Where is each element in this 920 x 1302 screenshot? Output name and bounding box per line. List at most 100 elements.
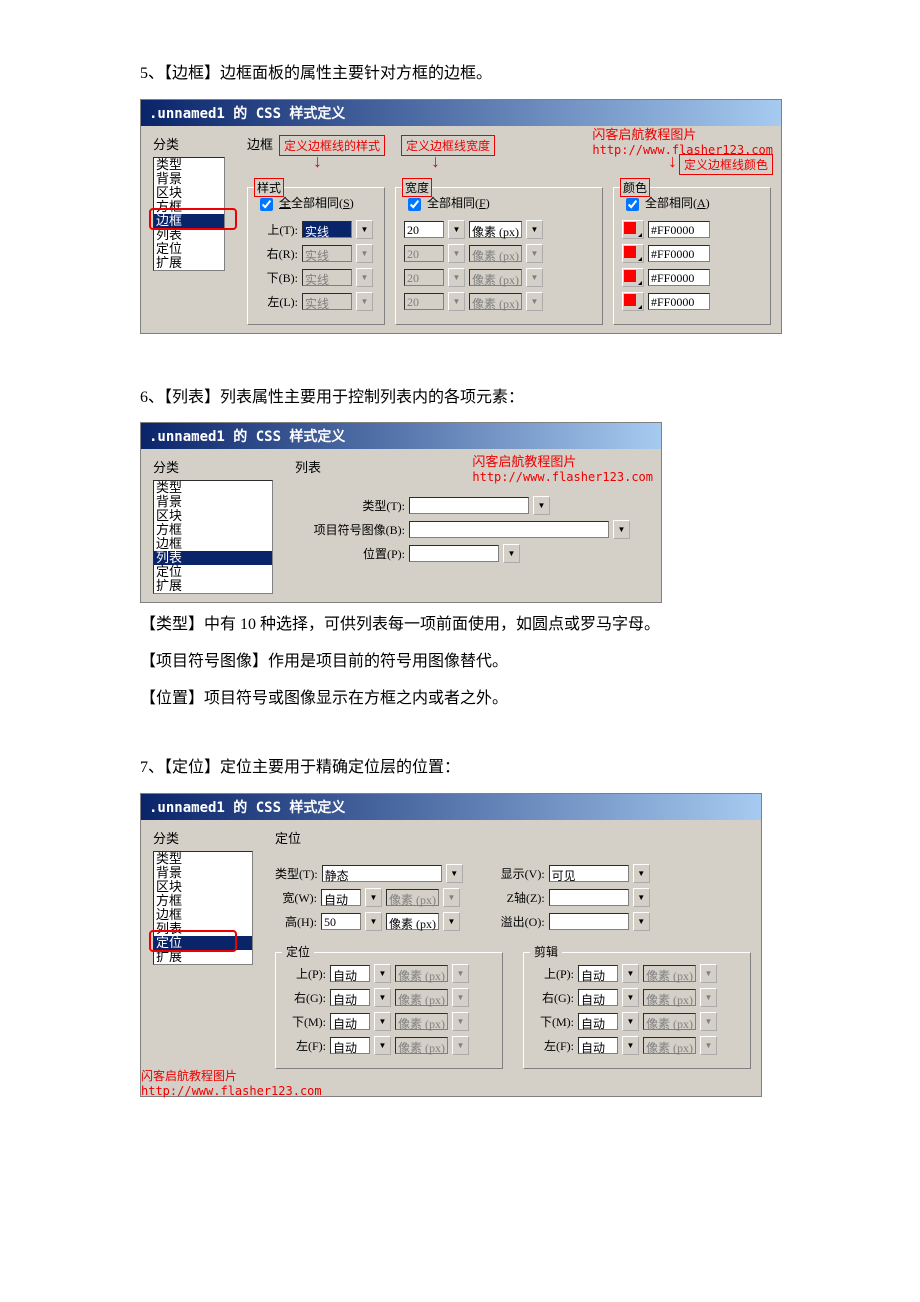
- color-input[interactable]: #FF0000: [648, 245, 710, 262]
- value-select[interactable]: 自动: [330, 1013, 370, 1030]
- same-style-checkbox[interactable]: [260, 198, 273, 211]
- dropdown-icon[interactable]: ▼: [448, 220, 465, 239]
- category-list[interactable]: 类型背景区块方框边框列表定位扩展: [153, 851, 253, 965]
- dropdown-icon[interactable]: ▼: [622, 1036, 639, 1055]
- style-select[interactable]: 实线: [302, 221, 352, 238]
- sidebar-item[interactable]: 扩展: [154, 256, 224, 270]
- sidebar-item[interactable]: 边框: [154, 537, 272, 551]
- sidebar-item[interactable]: 区块: [154, 509, 272, 523]
- sidebar-item[interactable]: 定位: [154, 565, 272, 579]
- sidebar-item[interactable]: 扩展: [154, 579, 272, 593]
- dropdown-icon[interactable]: ▼: [446, 864, 463, 883]
- side-label: 右(R):: [256, 245, 298, 262]
- sidebar-item[interactable]: 区块: [154, 880, 252, 894]
- sidebar-item[interactable]: 类型: [154, 852, 252, 866]
- z-select[interactable]: [549, 889, 629, 906]
- color-input[interactable]: #FF0000: [648, 293, 710, 310]
- dropdown-icon: ▼: [700, 964, 717, 983]
- sidebar-title: 分类: [153, 134, 225, 153]
- dropdown-icon[interactable]: ▼: [613, 520, 630, 539]
- dropdown-icon[interactable]: ▼: [374, 1036, 391, 1055]
- display-select[interactable]: 可见: [549, 865, 629, 882]
- sidebar-item[interactable]: 背景: [154, 495, 272, 509]
- value-select[interactable]: 自动: [330, 1037, 370, 1054]
- sidebar-item[interactable]: 方框: [154, 200, 224, 214]
- dropdown-icon[interactable]: ▼: [374, 1012, 391, 1031]
- dropdown-icon[interactable]: ▼: [633, 864, 650, 883]
- unit-px: 像素 (px): [395, 989, 448, 1006]
- sidebar-item[interactable]: 边框: [154, 214, 224, 228]
- sidebar-item[interactable]: 类型: [154, 158, 224, 172]
- color-input[interactable]: #FF0000: [648, 269, 710, 286]
- color-input[interactable]: #FF0000: [648, 221, 710, 238]
- color-swatch[interactable]: [622, 268, 644, 287]
- position-fieldset: 定位 上(P):自动▼像素 (px)▼右(G):自动▼像素 (px)▼下(M):…: [275, 952, 503, 1069]
- width-input[interactable]: 20: [404, 221, 444, 238]
- dropdown-icon: ▼: [452, 1036, 469, 1055]
- dropdown-icon[interactable]: ▼: [533, 496, 550, 515]
- value-select[interactable]: 自动: [330, 989, 370, 1006]
- anno-style: 定义边框线的样式: [279, 135, 385, 156]
- dropdown-icon[interactable]: ▼: [633, 912, 650, 931]
- type-select[interactable]: 静态: [322, 865, 442, 882]
- width-select[interactable]: 自动: [321, 889, 361, 906]
- sidebar-item[interactable]: 区块: [154, 186, 224, 200]
- dropdown-icon[interactable]: ▼: [622, 988, 639, 1007]
- sidebar-item[interactable]: 定位: [154, 936, 252, 950]
- sidebar-item[interactable]: 边框: [154, 908, 252, 922]
- dropdown-icon[interactable]: ▼: [374, 964, 391, 983]
- dropdown-icon[interactable]: ▼: [374, 988, 391, 1007]
- same-color-checkbox[interactable]: [626, 198, 639, 211]
- dropdown-icon[interactable]: ▼: [503, 544, 520, 563]
- value-select[interactable]: 自动: [578, 965, 618, 982]
- side-label: 上(T):: [256, 221, 298, 238]
- value-select[interactable]: 自动: [578, 1037, 618, 1054]
- sidebar-item[interactable]: 背景: [154, 172, 224, 186]
- unit-px: 像素 (px): [643, 1037, 696, 1054]
- dropdown-icon[interactable]: ▼: [356, 220, 373, 239]
- sidebar-item[interactable]: 列表: [154, 551, 272, 565]
- tab-label: 边框: [247, 134, 273, 153]
- image-select[interactable]: [409, 521, 609, 538]
- color-swatch[interactable]: [622, 292, 644, 311]
- dropdown-icon[interactable]: ▼: [622, 1012, 639, 1031]
- pos-select[interactable]: [409, 545, 499, 562]
- dropdown-icon[interactable]: ▼: [365, 888, 382, 907]
- unit-px[interactable]: 像素 (px): [469, 221, 522, 238]
- type-select[interactable]: [409, 497, 529, 514]
- sidebar-item[interactable]: 类型: [154, 481, 272, 495]
- color-swatch[interactable]: [622, 244, 644, 263]
- anno-width: 定义边框线宽度: [401, 135, 495, 156]
- category-list[interactable]: 类型背景区块方框边框列表定位扩展: [153, 157, 225, 271]
- sidebar-item[interactable]: 背景: [154, 866, 252, 880]
- heading-6: 6、【列表】列表属性主要用于控制列表内的各项元素：: [140, 384, 820, 413]
- sidebar-item[interactable]: 列表: [154, 922, 252, 936]
- color-swatch[interactable]: [622, 220, 644, 239]
- sidebar: 分类 类型背景区块方框边框列表定位扩展: [141, 126, 237, 333]
- dropdown-icon[interactable]: ▼: [633, 888, 650, 907]
- sidebar-item[interactable]: 列表: [154, 228, 224, 242]
- unit-px[interactable]: 像素 (px): [386, 913, 439, 930]
- value-select[interactable]: 自动: [578, 989, 618, 1006]
- sidebar-item[interactable]: 定位: [154, 242, 224, 256]
- clip-fieldset: 剪辑 上(P):自动▼像素 (px)▼右(G):自动▼像素 (px)▼下(M):…: [523, 952, 751, 1069]
- dropdown-icon[interactable]: ▼: [443, 912, 460, 931]
- unit-px: 像素 (px): [469, 293, 522, 310]
- sidebar-item[interactable]: 方框: [154, 894, 252, 908]
- sidebar-item[interactable]: 扩展: [154, 950, 252, 964]
- value-select[interactable]: 自动: [330, 965, 370, 982]
- same-width-checkbox[interactable]: [408, 198, 421, 211]
- overflow-select[interactable]: [549, 913, 629, 930]
- unit-px: 像素 (px): [395, 1013, 448, 1030]
- height-select[interactable]: 50: [321, 913, 361, 930]
- category-list[interactable]: 类型背景区块方框边框列表定位扩展: [153, 480, 273, 594]
- dropdown-icon: ▼: [448, 244, 465, 263]
- dropdown-icon[interactable]: ▼: [365, 912, 382, 931]
- dropdown-icon[interactable]: ▼: [622, 964, 639, 983]
- sidebar-item[interactable]: 方框: [154, 523, 272, 537]
- dropdown-icon[interactable]: ▼: [526, 220, 543, 239]
- value-select[interactable]: 自动: [578, 1013, 618, 1030]
- sidebar: 分类 类型背景区块方框边框列表定位扩展: [141, 449, 285, 602]
- dropdown-icon: ▼: [700, 988, 717, 1007]
- lbl-pos: 位置(P):: [295, 545, 405, 562]
